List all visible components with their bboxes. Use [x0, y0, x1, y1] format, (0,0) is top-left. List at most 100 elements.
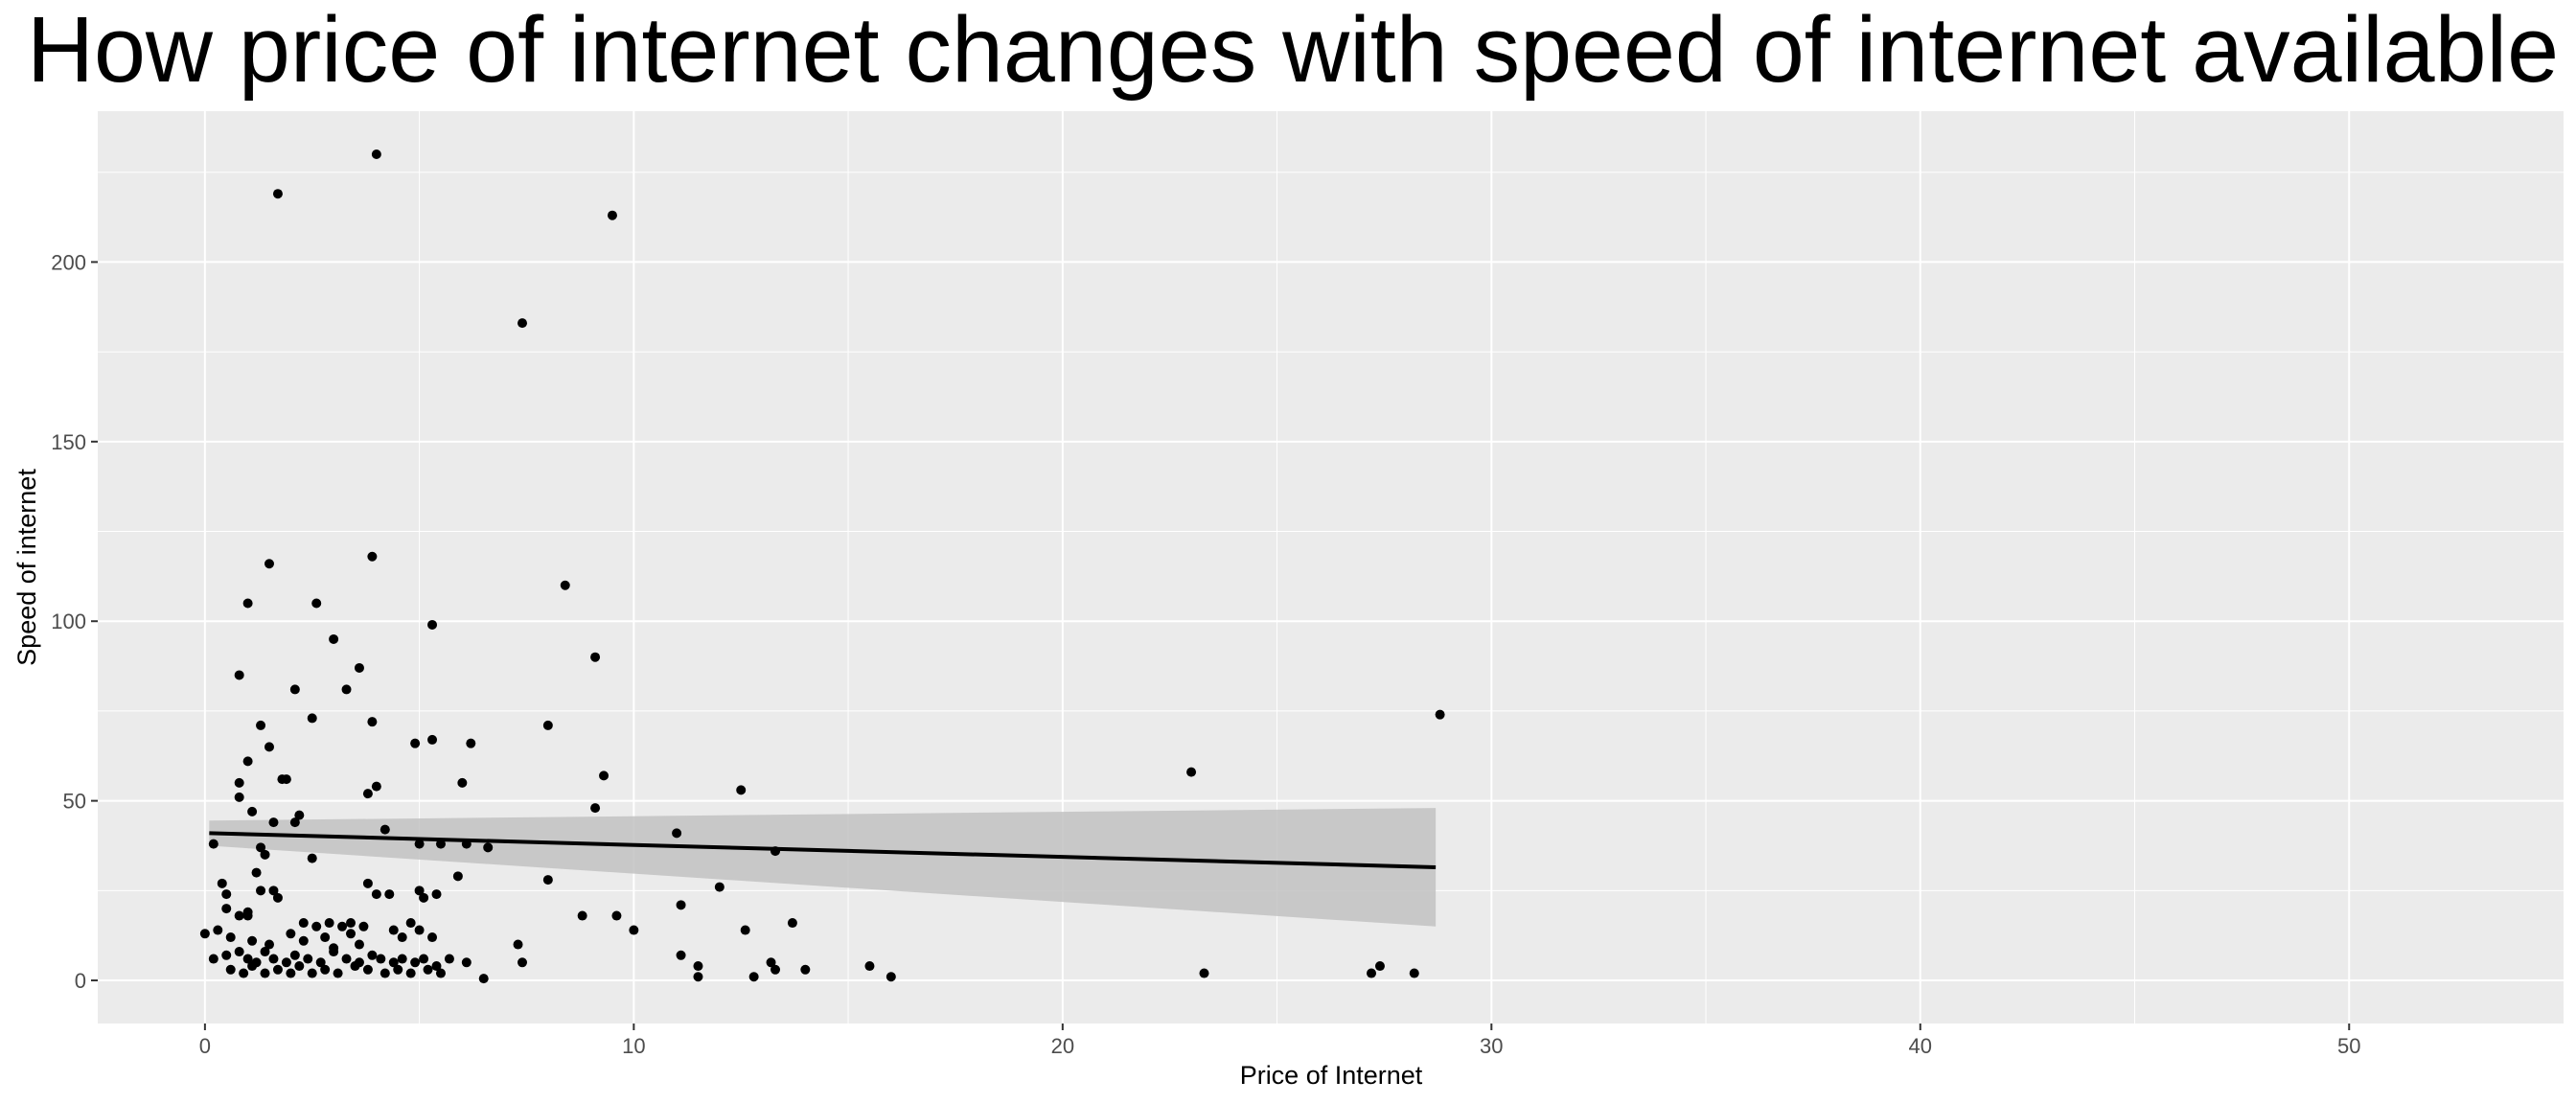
data-point	[1374, 961, 1385, 972]
data-point	[478, 974, 489, 984]
data-point	[307, 968, 317, 978]
data-point	[320, 964, 331, 975]
data-point	[320, 932, 331, 943]
data-point	[371, 149, 381, 159]
data-point	[766, 957, 776, 968]
data-point	[367, 950, 378, 960]
data-point	[518, 957, 528, 968]
data-point	[864, 961, 875, 972]
data-point	[607, 210, 617, 220]
data-point	[371, 781, 381, 792]
x-tick-label: 10	[622, 1034, 645, 1058]
data-point	[311, 921, 322, 932]
data-point	[247, 935, 258, 946]
data-point	[298, 935, 309, 946]
data-point	[354, 662, 364, 673]
data-point	[427, 619, 438, 630]
data-point	[281, 774, 291, 785]
data-point	[256, 842, 266, 853]
data-point	[234, 777, 244, 788]
x-axis: 0 10 20 30 40 50	[199, 1024, 2361, 1058]
data-point	[225, 932, 236, 943]
data-point	[341, 954, 352, 964]
data-point	[315, 957, 326, 968]
data-point	[397, 932, 407, 943]
data-point	[242, 910, 253, 921]
data-point	[234, 670, 244, 680]
data-point	[590, 803, 601, 814]
data-point	[384, 889, 395, 900]
data-point	[346, 929, 356, 939]
data-point	[693, 972, 703, 982]
data-point	[693, 961, 703, 972]
data-point	[242, 598, 253, 609]
data-point	[289, 817, 300, 828]
y-axis: 0 50 100 150 200	[51, 250, 98, 993]
data-point	[431, 961, 442, 972]
data-point	[272, 892, 283, 903]
data-point	[770, 964, 781, 975]
data-point	[393, 964, 403, 975]
data-point	[251, 867, 262, 878]
data-point	[337, 921, 348, 932]
data-point	[444, 954, 454, 964]
data-point	[629, 925, 639, 935]
data-point	[431, 889, 442, 900]
data-point	[590, 652, 601, 662]
data-point	[419, 954, 429, 964]
data-point	[268, 817, 279, 828]
data-point	[410, 957, 421, 968]
data-point	[333, 968, 343, 978]
data-point	[388, 957, 399, 968]
data-point	[298, 918, 309, 929]
data-point	[560, 580, 570, 590]
data-point	[354, 939, 364, 950]
data-point	[748, 972, 759, 982]
x-tick-label: 40	[1909, 1034, 1932, 1058]
data-point	[247, 961, 258, 972]
data-point	[272, 189, 283, 199]
data-point	[247, 806, 258, 816]
data-point	[199, 929, 210, 939]
data-point	[410, 738, 421, 748]
data-point	[1435, 709, 1445, 720]
data-point	[577, 910, 587, 921]
data-point	[362, 964, 373, 975]
data-point	[542, 875, 553, 886]
data-point	[272, 964, 283, 975]
data-point	[239, 968, 249, 978]
data-point	[225, 964, 236, 975]
data-point	[234, 792, 244, 802]
data-point	[341, 684, 352, 695]
data-point	[427, 932, 438, 943]
data-point	[1199, 968, 1209, 978]
data-point	[242, 954, 253, 964]
data-point	[307, 853, 317, 863]
data-point	[419, 892, 429, 903]
data-point	[599, 770, 610, 781]
data-point	[367, 717, 378, 727]
data-point	[414, 886, 425, 896]
data-point	[405, 968, 416, 978]
data-point	[221, 889, 232, 900]
data-point	[264, 559, 274, 569]
data-point	[362, 878, 373, 888]
y-tick-label: 200	[51, 250, 86, 274]
data-point	[234, 910, 244, 921]
data-point	[371, 889, 381, 900]
x-tick-label: 30	[1480, 1034, 1503, 1058]
data-point	[208, 954, 218, 964]
data-point	[380, 824, 390, 835]
data-point	[676, 950, 686, 960]
data-point	[311, 598, 322, 609]
x-tick-label: 20	[1051, 1034, 1074, 1058]
data-point	[268, 886, 279, 896]
data-point	[268, 954, 279, 964]
data-points	[199, 149, 1445, 984]
data-point	[260, 947, 270, 957]
data-point	[307, 713, 317, 724]
data-point	[329, 947, 339, 957]
data-point	[414, 839, 425, 849]
